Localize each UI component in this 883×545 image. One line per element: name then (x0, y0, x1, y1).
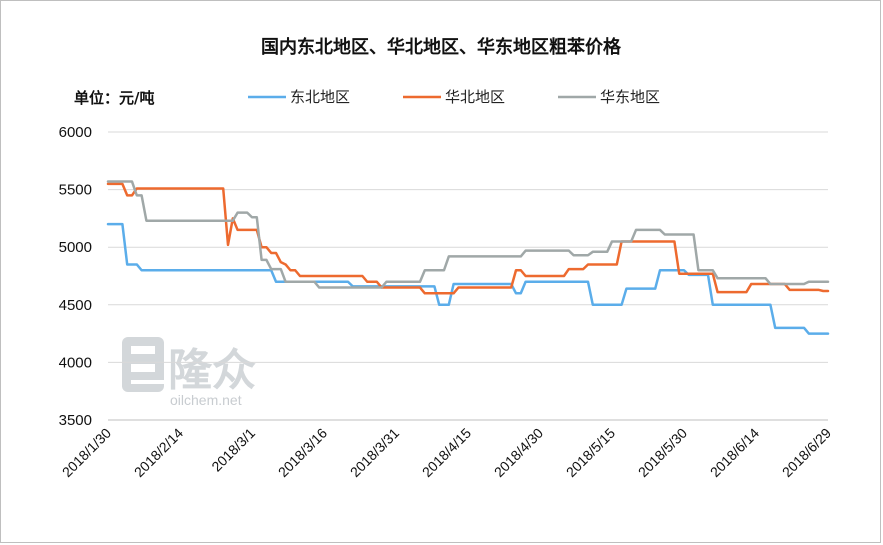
x-tick-label: 2018/6/29 (779, 425, 835, 481)
y-tick-label: 5500 (59, 182, 92, 199)
legend: 东北地区 华北地区 华东地区 (248, 88, 660, 106)
oilchem-logo-icon (122, 337, 164, 392)
legend-label: 东北地区 (290, 88, 350, 106)
unit-label: 单位：元/吨 (74, 89, 154, 107)
x-tick-label: 2018/4/15 (419, 425, 475, 481)
grid-lines (108, 131, 828, 421)
x-tick-label: 2018/3/31 (347, 425, 403, 481)
x-tick-label: 2018/2/14 (131, 425, 187, 481)
x-axis: 2018/1/30 2018/2/14 2018/3/1 2018/3/16 2018/… (59, 425, 835, 481)
x-tick-label: 2018/4/30 (491, 425, 547, 481)
y-axis: 3500 4000 4500 5000 5500 6000 (59, 124, 92, 429)
watermark-brand: 隆众 (168, 345, 256, 396)
series-line-2 (106, 182, 830, 295)
y-tick-label: 4500 (59, 297, 92, 314)
series-lines (106, 180, 830, 335)
watermark-url: oilchem.net (170, 392, 242, 408)
y-tick-label: 5000 (59, 239, 92, 256)
y-tick-label: 4000 (59, 354, 92, 371)
legend-label: 华东地区 (600, 88, 660, 106)
x-tick-label: 2018/5/15 (563, 425, 619, 481)
series-line-3 (106, 180, 830, 289)
watermark: 隆众 oilchem.net (122, 337, 256, 408)
legend-label: 华北地区 (445, 88, 505, 106)
y-tick-label: 3500 (59, 412, 92, 429)
series-line-1 (106, 222, 830, 335)
x-tick-label: 2018/5/30 (635, 425, 691, 481)
x-tick-label: 2018/3/1 (208, 425, 258, 475)
x-tick-label: 2018/1/30 (59, 425, 115, 481)
y-tick-label: 6000 (59, 124, 92, 141)
x-tick-label: 2018/3/16 (275, 425, 331, 481)
chart-title: 国内东北地区、华北地区、华东地区粗苯价格 (261, 36, 622, 58)
x-tick-label: 2018/6/14 (707, 425, 763, 481)
